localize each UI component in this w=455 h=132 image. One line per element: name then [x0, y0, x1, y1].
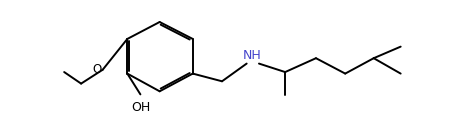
Text: NH: NH — [243, 49, 262, 62]
Text: OH: OH — [131, 101, 150, 114]
Text: O: O — [92, 63, 101, 76]
